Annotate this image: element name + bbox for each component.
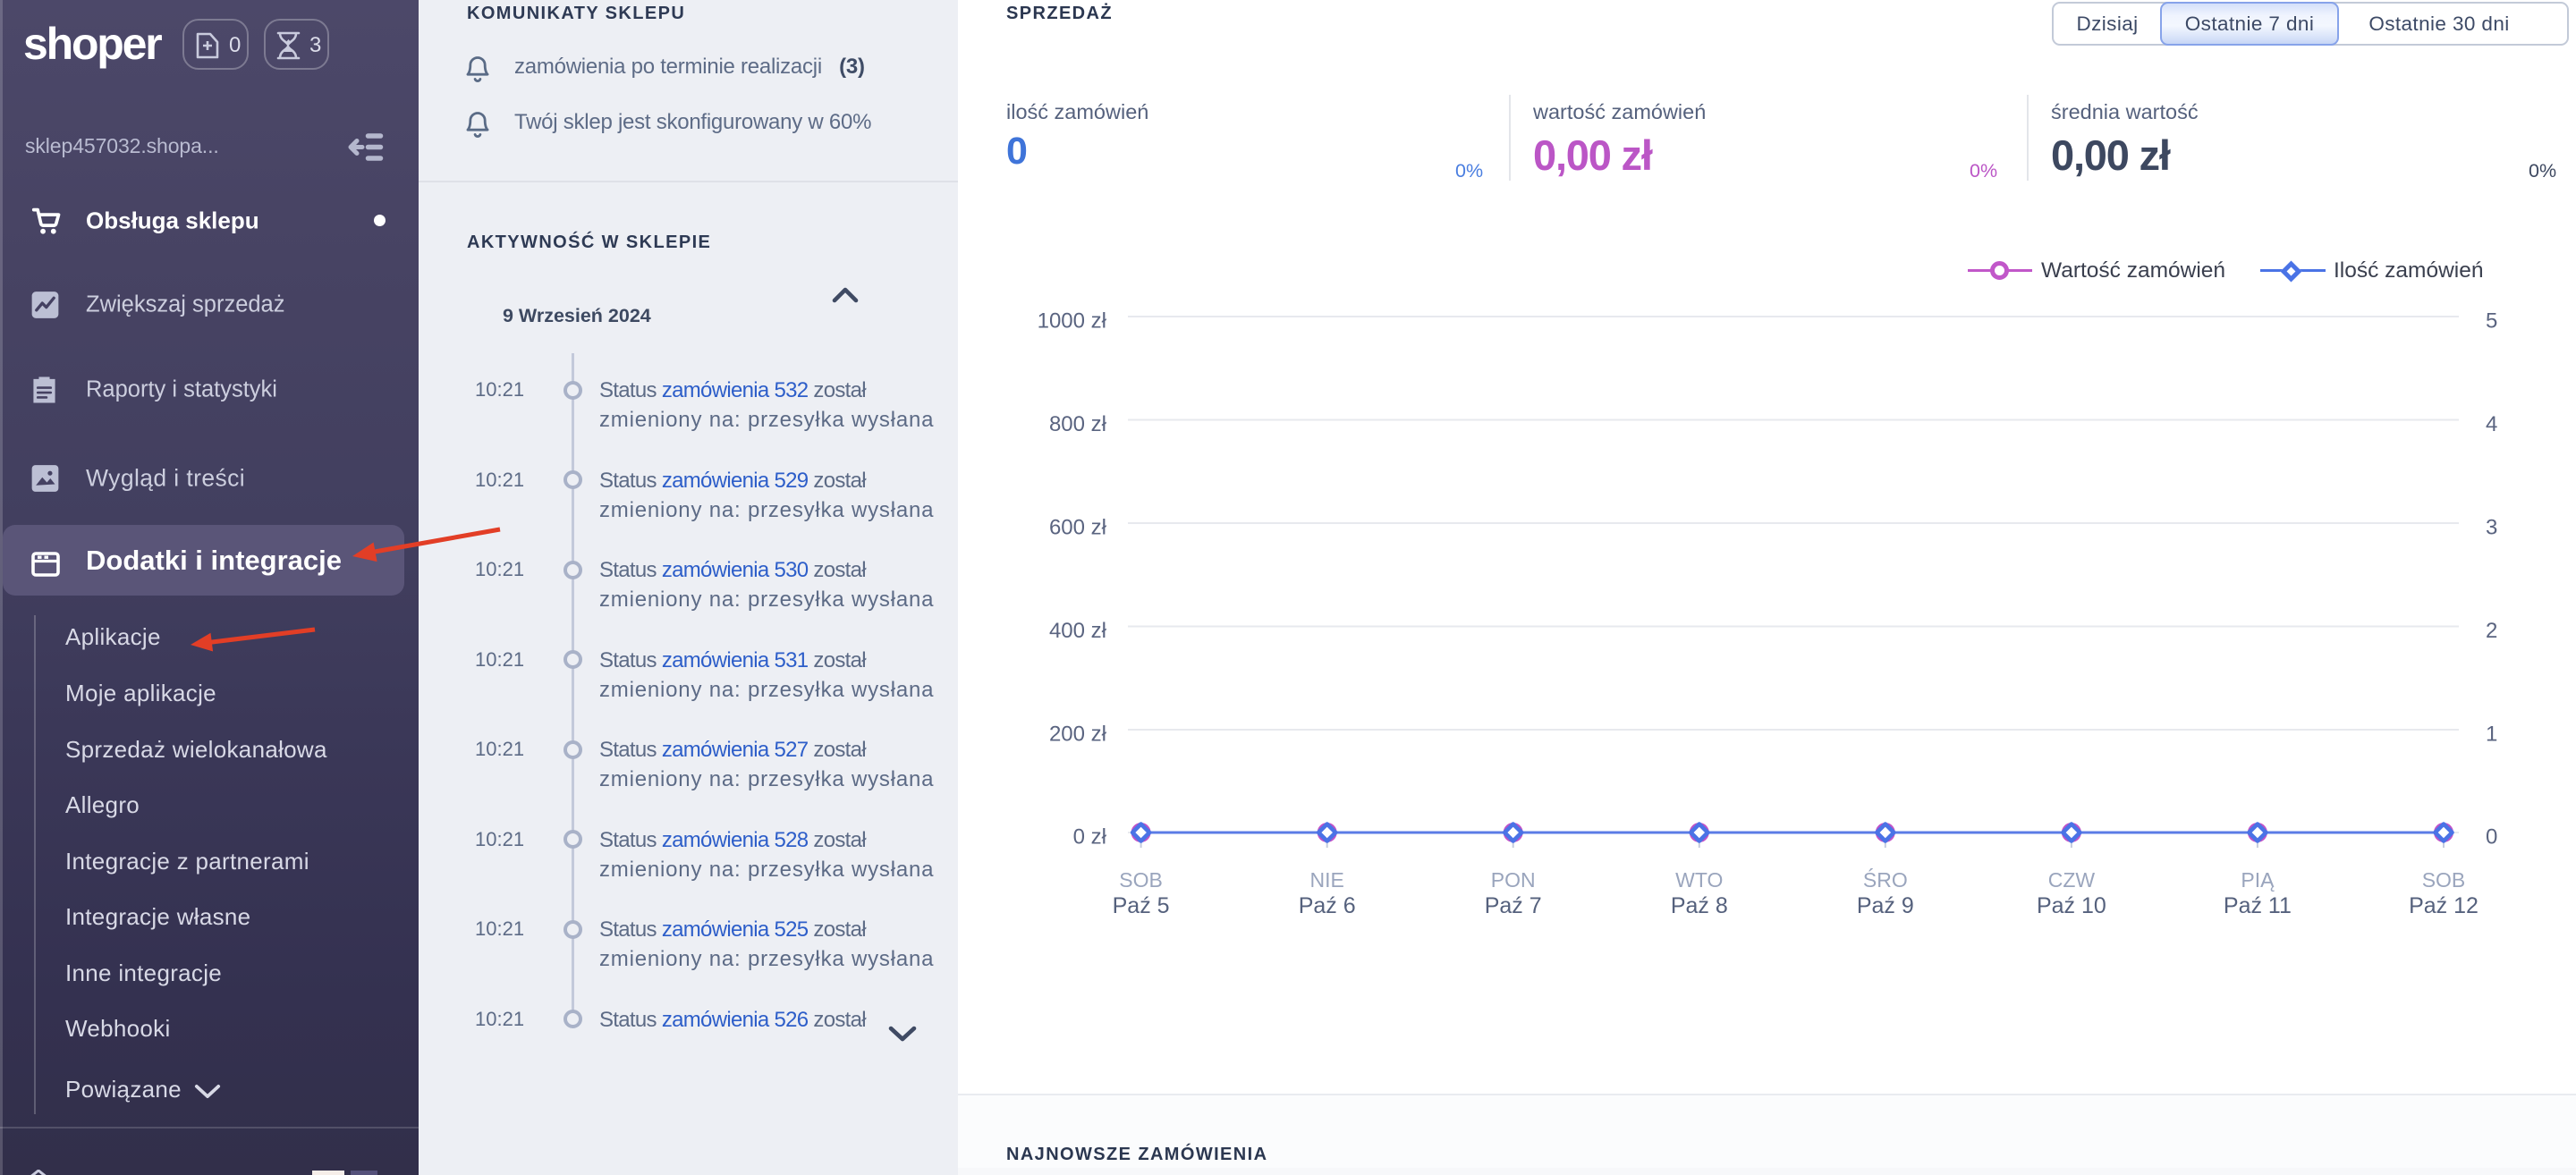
- svg-text:4: 4: [2486, 412, 2497, 436]
- svg-text:0 zł: 0 zł: [1073, 825, 1107, 850]
- svg-text:3: 3: [2486, 516, 2497, 540]
- svg-text:Paź 9: Paź 9: [1857, 893, 1914, 918]
- svg-text:2: 2: [2486, 619, 2497, 643]
- svg-text:Paź 8: Paź 8: [1671, 893, 1728, 918]
- svg-text:800 zł: 800 zł: [1049, 412, 1107, 436]
- svg-text:600 zł: 600 zł: [1049, 516, 1107, 540]
- svg-text:NIE: NIE: [1310, 868, 1344, 892]
- svg-text:Paź 6: Paź 6: [1299, 893, 1356, 918]
- svg-text:Paź 7: Paź 7: [1485, 893, 1542, 918]
- svg-text:PON: PON: [1491, 868, 1536, 892]
- svg-text:0: 0: [2486, 825, 2497, 850]
- svg-text:1000 zł: 1000 zł: [1038, 309, 1107, 334]
- svg-text:Paź 10: Paź 10: [2037, 893, 2106, 918]
- svg-text:WTO: WTO: [1675, 868, 1723, 892]
- svg-text:PIĄ: PIĄ: [2241, 868, 2275, 892]
- svg-text:SOB: SOB: [1119, 868, 1163, 892]
- svg-text:Paź 12: Paź 12: [2409, 893, 2479, 918]
- svg-text:1: 1: [2486, 723, 2497, 747]
- svg-text:5: 5: [2486, 309, 2497, 334]
- svg-text:400 zł: 400 zł: [1049, 619, 1107, 643]
- svg-text:ŚRO: ŚRO: [1863, 867, 1908, 892]
- svg-text:CZW: CZW: [2048, 868, 2096, 892]
- svg-text:Paź 5: Paź 5: [1113, 893, 1170, 918]
- svg-text:Paź 11: Paź 11: [2224, 893, 2292, 918]
- svg-text:SOB: SOB: [2422, 868, 2466, 892]
- svg-text:200 zł: 200 zł: [1049, 723, 1107, 747]
